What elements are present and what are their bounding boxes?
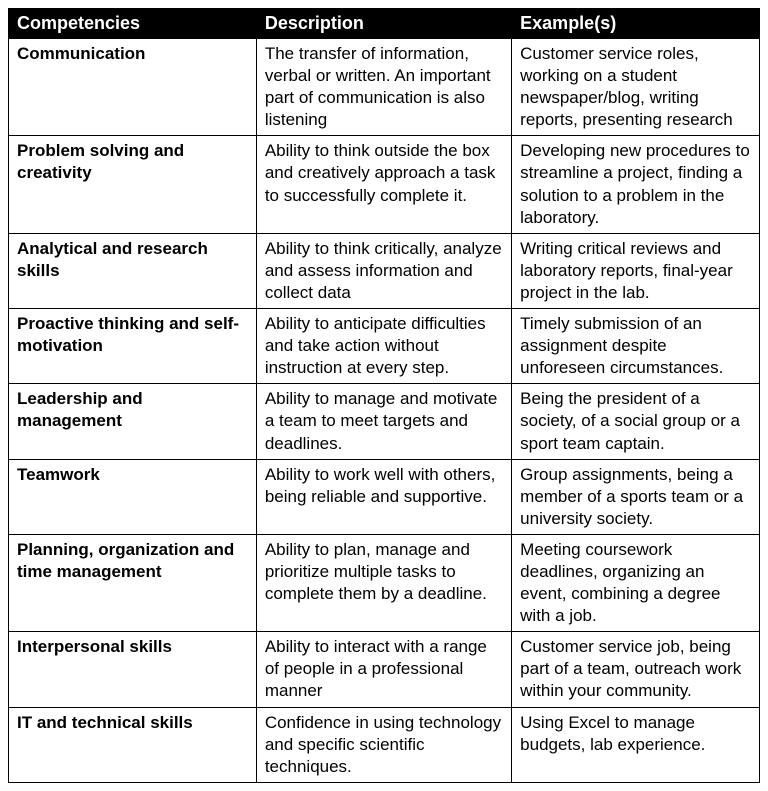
- table-row: Problem solving and creativity Ability t…: [9, 136, 760, 233]
- cell-competency: Problem solving and creativity: [9, 136, 257, 233]
- header-competencies: Competencies: [9, 9, 257, 39]
- cell-example: Writing critical reviews and laboratory …: [512, 233, 760, 308]
- cell-competency: Interpersonal skills: [9, 632, 257, 707]
- cell-description: Ability to anticipate difficulties and t…: [256, 309, 511, 384]
- cell-competency: Planning, organization and time manageme…: [9, 534, 257, 631]
- table-row: Communication The transfer of informatio…: [9, 39, 760, 136]
- cell-competency: Leadership and management: [9, 384, 257, 459]
- cell-competency: Analytical and research skills: [9, 233, 257, 308]
- cell-example: Developing new procedures to streamline …: [512, 136, 760, 233]
- header-description: Description: [256, 9, 511, 39]
- table-row: IT and technical skills Confidence in us…: [9, 707, 760, 782]
- cell-competency: Proactive thinking and self-motivation: [9, 309, 257, 384]
- cell-example: Being the president of a society, of a s…: [512, 384, 760, 459]
- table-row: Teamwork Ability to work well with other…: [9, 459, 760, 534]
- cell-description: The transfer of information, verbal or w…: [256, 39, 511, 136]
- table-row: Analytical and research skills Ability t…: [9, 233, 760, 308]
- cell-example: Customer service roles, working on a stu…: [512, 39, 760, 136]
- cell-description: Confidence in using technology and speci…: [256, 707, 511, 782]
- cell-competency: Teamwork: [9, 459, 257, 534]
- cell-example: Meeting coursework deadlines, organizing…: [512, 534, 760, 631]
- cell-example: Using Excel to manage budgets, lab exper…: [512, 707, 760, 782]
- cell-example: Group assignments, being a member of a s…: [512, 459, 760, 534]
- table-row: Proactive thinking and self-motivation A…: [9, 309, 760, 384]
- table-row: Planning, organization and time manageme…: [9, 534, 760, 631]
- table-header: Competencies Description Example(s): [9, 9, 760, 39]
- table-body: Communication The transfer of informatio…: [9, 39, 760, 783]
- table-row: Interpersonal skills Ability to interact…: [9, 632, 760, 707]
- cell-example: Customer service job, being part of a te…: [512, 632, 760, 707]
- cell-description: Ability to manage and motivate a team to…: [256, 384, 511, 459]
- header-examples: Example(s): [512, 9, 760, 39]
- cell-competency: Communication: [9, 39, 257, 136]
- table-row: Leadership and management Ability to man…: [9, 384, 760, 459]
- cell-competency: IT and technical skills: [9, 707, 257, 782]
- cell-description: Ability to think outside the box and cre…: [256, 136, 511, 233]
- cell-description: Ability to plan, manage and prioritize m…: [256, 534, 511, 631]
- cell-description: Ability to interact with a range of peop…: [256, 632, 511, 707]
- cell-example: Timely submission of an assignment despi…: [512, 309, 760, 384]
- competencies-table: Competencies Description Example(s) Comm…: [8, 8, 760, 783]
- cell-description: Ability to work well with others, being …: [256, 459, 511, 534]
- cell-description: Ability to think critically, analyze and…: [256, 233, 511, 308]
